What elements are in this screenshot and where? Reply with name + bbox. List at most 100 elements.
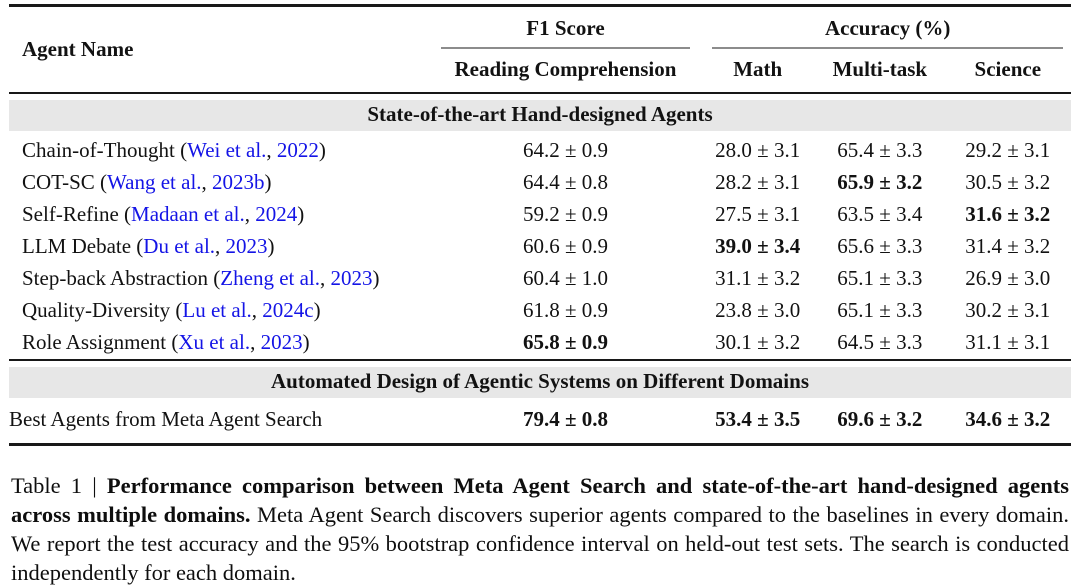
science-value: 31.6 ± 3.2 <box>965 202 1051 226</box>
f1-value: 61.8 ± 0.9 <box>522 298 608 322</box>
agent-name-cell: Role Assignment (Xu et al., 2023) <box>9 327 431 360</box>
agent-name-cell: LLM Debate (Du et al., 2023) <box>9 231 431 263</box>
citation-authors-link[interactable]: Du et al. <box>143 234 216 258</box>
citation-close-paren: ) <box>297 202 305 226</box>
section-header-row: State-of-the-art Hand-designed Agents <box>9 93 1071 131</box>
science-value: 26.9 ± 3.0 <box>965 266 1051 290</box>
math-value: 23.8 ± 3.0 <box>715 298 801 322</box>
citation-comma: , <box>266 138 272 162</box>
math-value: 28.2 ± 3.1 <box>715 170 801 194</box>
citation-comma: , <box>320 266 326 290</box>
caption-separator: | <box>92 473 97 498</box>
caption-label: Table 1 <box>11 473 83 498</box>
multi-task-value: 69.6 ± 3.2 <box>837 407 923 431</box>
citation-year-link[interactable]: 2022 <box>276 138 319 162</box>
science-value: 30.2 ± 3.1 <box>965 298 1051 322</box>
multi-task-value: 64.5 ± 3.3 <box>837 330 923 354</box>
column-group-accuracy: Accuracy (%) <box>700 6 1071 49</box>
multi-task-value: 65.1 ± 3.3 <box>837 298 923 322</box>
column-header-math: Math <box>700 49 816 94</box>
agent-name-cell: Step-back Abstraction (Zheng et al., 202… <box>9 263 431 295</box>
table-row: LLM Debate (Du et al., 2023) 60.6 ± 0.9 … <box>9 231 1071 263</box>
citation-open-paren: ( <box>100 170 108 194</box>
citation-authors-link[interactable]: Zheng et al. <box>220 266 321 290</box>
multi-task-value: 65.4 ± 3.3 <box>837 138 923 162</box>
column-group-f1-score: F1 Score <box>431 6 701 49</box>
agent-name: Chain-of-Thought <box>22 138 175 162</box>
f1-value: 64.2 ± 0.9 <box>522 138 608 162</box>
table-row: Self-Refine (Madaan et al., 2024) 59.2 ±… <box>9 199 1071 231</box>
citation-comma: , <box>215 234 221 258</box>
citation-year-link[interactable]: 2023b <box>212 170 265 194</box>
multi-task-value: 63.5 ± 3.4 <box>837 202 923 226</box>
agent-name-cell: Quality-Diversity (Lu et al., 2024c) <box>9 295 431 327</box>
table-row: Step-back Abstraction (Zheng et al., 202… <box>9 263 1071 295</box>
f1-value: 60.4 ± 1.0 <box>522 266 608 290</box>
citation-close-paren: ) <box>302 330 310 354</box>
multi-task-value: 65.9 ± 3.2 <box>837 170 923 194</box>
citation-close-paren: ) <box>313 298 321 322</box>
header-sub-row: Reading Comprehension Math Multi-task Sc… <box>9 49 1071 94</box>
citation-year-link[interactable]: 2024c <box>262 298 314 322</box>
f1-value: 79.4 ± 0.8 <box>522 407 608 431</box>
agent-name: Step-back Abstraction <box>22 266 209 290</box>
f1-value: 60.6 ± 0.9 <box>522 234 608 258</box>
science-value: 31.1 ± 3.1 <box>965 330 1051 354</box>
caption-bold-text: Performance comparison between Meta Agen… <box>11 473 1069 527</box>
column-header-reading-comprehension: Reading Comprehension <box>430 49 701 94</box>
agent-name-cell: Best Agents from Meta Agent Search <box>9 398 431 445</box>
f1-value: 64.4 ± 0.8 <box>522 170 608 194</box>
agent-name: Best Agents from Meta Agent Search <box>9 407 323 431</box>
citation-open-paren: ( <box>171 330 179 354</box>
agent-name: COT-SC <box>22 170 95 194</box>
citation-open-paren: ( <box>175 298 183 322</box>
results-table: Agent Name F1 Score Accuracy (%) Reading… <box>9 4 1071 446</box>
math-value: 39.0 ± 3.4 <box>715 234 801 258</box>
citation-authors-link[interactable]: Madaan et al. <box>131 202 245 226</box>
citation-comma: , <box>250 330 256 354</box>
table-caption: Table 1 | Performance comparison between… <box>11 471 1069 587</box>
agent-name-cell: COT-SC (Wang et al., 2023b) <box>9 167 431 199</box>
f1-score-group-label: F1 Score <box>440 7 691 49</box>
citation-close-paren: ) <box>267 234 275 258</box>
agent-name: LLM Debate <box>22 234 132 258</box>
agent-name: Role Assignment <box>22 330 167 354</box>
agent-name: Quality-Diversity <box>22 298 171 322</box>
science-value: 30.5 ± 3.2 <box>965 170 1051 194</box>
science-value: 29.2 ± 3.1 <box>965 138 1051 162</box>
citation-close-paren: ) <box>318 138 326 162</box>
column-header-agent-name: Agent Name <box>9 5 431 94</box>
citation-open-paren: ( <box>180 138 188 162</box>
multi-task-value: 65.6 ± 3.3 <box>837 234 923 258</box>
math-value: 27.5 ± 3.1 <box>715 202 801 226</box>
agent-name: Self-Refine <box>22 202 119 226</box>
citation-authors-link[interactable]: Wei et al. <box>187 138 267 162</box>
header-group-row: Agent Name F1 Score Accuracy (%) <box>9 5 1071 94</box>
citation-authors-link[interactable]: Wang et al. <box>107 170 202 194</box>
citation-close-paren: ) <box>264 170 272 194</box>
section-title-automated-design: Automated Design of Agentic Systems on D… <box>9 367 1071 398</box>
math-value: 31.1 ± 3.2 <box>715 266 801 290</box>
column-header-science: Science <box>944 49 1071 94</box>
citation-authors-link[interactable]: Lu et al. <box>182 298 252 322</box>
citation-year-link[interactable]: 2023 <box>330 266 373 290</box>
multi-task-value: 65.1 ± 3.3 <box>837 266 923 290</box>
table-row-best-agents: Best Agents from Meta Agent Search 79.4 … <box>9 398 1071 445</box>
math-value: 28.0 ± 3.1 <box>715 138 801 162</box>
citation-year-link[interactable]: 2023 <box>260 330 303 354</box>
citation-year-link[interactable]: 2024 <box>255 202 298 226</box>
accuracy-group-label: Accuracy (%) <box>712 7 1063 49</box>
math-value: 53.4 ± 3.5 <box>715 407 801 431</box>
section-title-hand-designed: State-of-the-art Hand-designed Agents <box>9 100 1071 131</box>
citation-close-paren: ) <box>372 266 380 290</box>
science-value: 31.4 ± 3.2 <box>965 234 1051 258</box>
citation-authors-link[interactable]: Xu et al. <box>178 330 251 354</box>
citation-year-link[interactable]: 2023 <box>225 234 268 258</box>
science-value: 34.6 ± 3.2 <box>965 407 1051 431</box>
table-row: Role Assignment (Xu et al., 2023) 65.8 ±… <box>9 327 1071 360</box>
citation-comma: , <box>244 202 250 226</box>
table-row: Quality-Diversity (Lu et al., 2024c) 61.… <box>9 295 1071 327</box>
f1-value: 59.2 ± 0.9 <box>522 202 608 226</box>
citation-open-paren: ( <box>124 202 132 226</box>
